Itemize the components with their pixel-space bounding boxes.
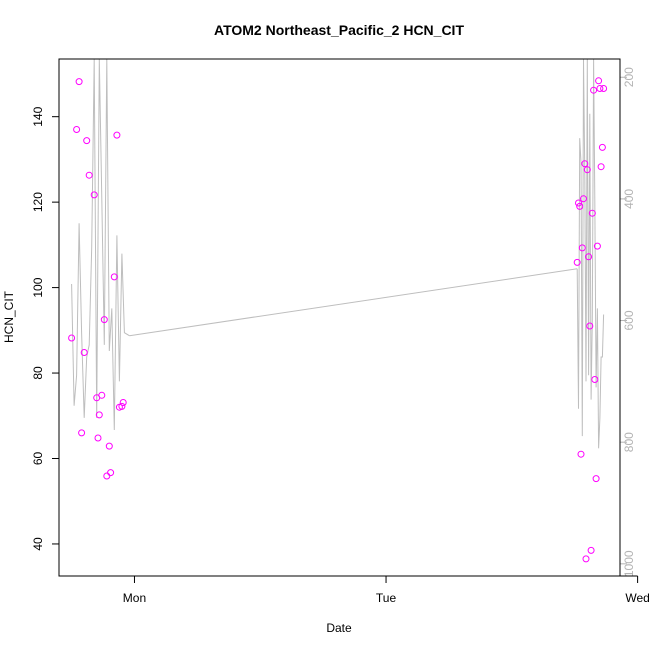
x-tick-label: Mon (123, 591, 146, 605)
y2-tick-label: 400 (622, 189, 636, 209)
data-point (577, 450, 585, 458)
x-tick-label: Tue (376, 591, 397, 605)
data-point (110, 273, 118, 281)
data-point (83, 137, 91, 145)
data-point (113, 131, 121, 139)
data-point (119, 399, 127, 406)
data-point (68, 334, 76, 342)
y-tick-label: 100 (31, 277, 45, 297)
y-tick-label: 140 (31, 106, 45, 126)
data-point (585, 253, 593, 261)
data-point (580, 195, 587, 203)
data-point (578, 244, 586, 252)
x-tick-label: Wed (625, 591, 649, 605)
data-point (592, 475, 600, 483)
x-axis-label: Date (326, 621, 352, 635)
series-line-3 (576, 59, 605, 449)
data-point (595, 77, 603, 85)
data-point (588, 209, 596, 217)
y-tick-label: 60 (31, 452, 45, 466)
data-point (85, 171, 93, 179)
chart-title: ATOM2 Northeast_Pacific_2 HCN_CIT (214, 22, 464, 38)
data-point (78, 429, 86, 437)
series-line-2 (129, 268, 578, 337)
data-point (98, 391, 106, 399)
y2-tick-label: 200 (622, 67, 636, 87)
data-point (573, 258, 581, 266)
data-point (94, 434, 102, 442)
data-point (575, 199, 582, 207)
plot-frame (58, 58, 621, 577)
data-point (583, 166, 591, 174)
data-point (100, 316, 108, 324)
data-point (118, 402, 126, 410)
data-point (105, 442, 113, 450)
plot-area (68, 59, 608, 563)
data-point (73, 126, 81, 133)
y-tick-label: 120 (31, 192, 45, 212)
data-point (596, 85, 604, 92)
y-tick-label: 80 (31, 366, 45, 380)
data-point (581, 160, 589, 168)
data-point (597, 163, 605, 171)
data-point (103, 472, 111, 480)
series-line-1 (71, 59, 130, 431)
data-point (80, 349, 88, 356)
data-point (576, 202, 584, 210)
data-point (598, 143, 606, 151)
data-point (587, 546, 595, 554)
y-axis-label: HCN_CIT (2, 290, 16, 343)
data-point (593, 242, 601, 250)
y2-tick-label: 800 (622, 432, 636, 452)
y2-tick-label: 1000 (622, 550, 636, 577)
y-tick-label: 40 (31, 537, 45, 551)
data-point (591, 376, 599, 383)
y2-tick-label: 600 (622, 310, 636, 330)
data-point (582, 555, 590, 563)
data-point (600, 85, 608, 92)
data-point (586, 322, 594, 330)
data-point (107, 469, 115, 477)
data-point (590, 86, 598, 94)
data-point (75, 78, 83, 86)
data-point (90, 191, 98, 199)
axes: 40 60 80 100 120 140 200 400 600 800 1000 Mon Tue Wed (31, 67, 650, 605)
data-point (95, 411, 103, 419)
